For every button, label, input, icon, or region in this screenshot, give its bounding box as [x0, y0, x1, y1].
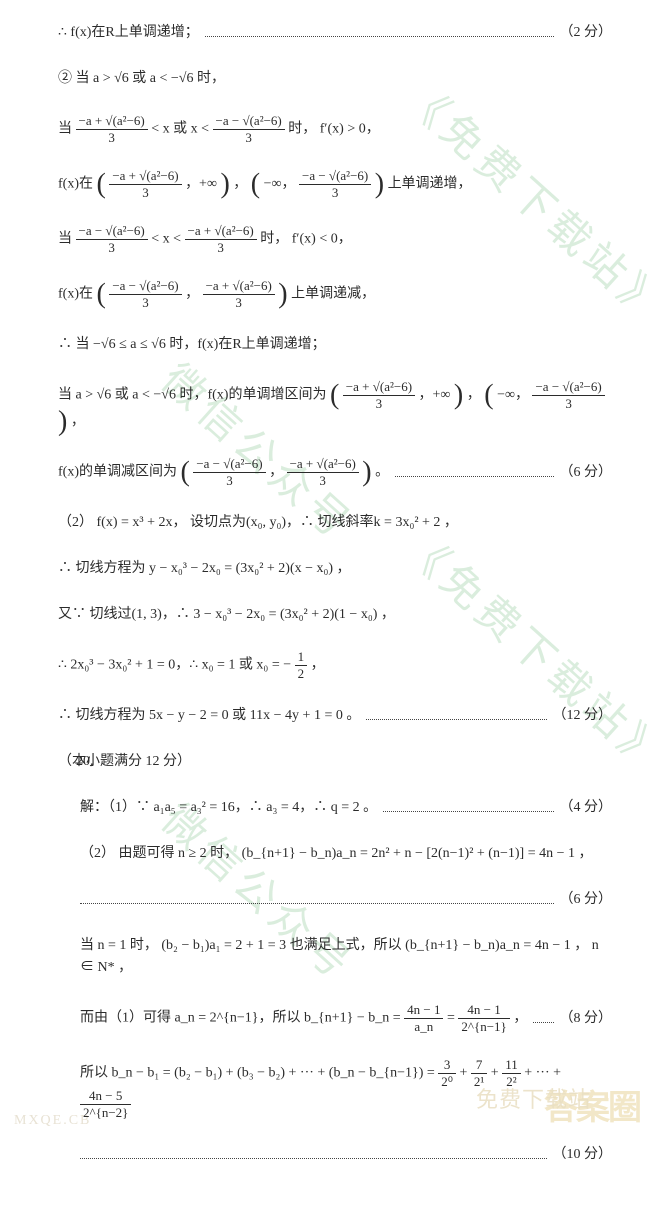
text: f(x)在: [58, 287, 93, 302]
fraction: −a + √(a²−6)3: [343, 380, 415, 411]
dotted-leader: [533, 1015, 553, 1023]
dotted-leader: [395, 469, 553, 477]
inequality-1: 当 −a + √(a²−6)3 < x 或 x < −a − √(a²−6)3 …: [58, 114, 612, 145]
part-2-line2: ∴ 切线方程为 y − x₀³ − 2x₀ = (3x₀² + 2)(x − x…: [58, 558, 612, 580]
dotted-leader: [80, 896, 554, 904]
dotted-leader: [366, 712, 546, 720]
q20-part2-score1: （6 分）: [58, 889, 612, 911]
dotted-leader: [383, 804, 553, 812]
part-2-line1: （2） f(x) = x³ + 2x， 设切点为(x₀, y₀)，∴ 切线斜率k…: [58, 512, 612, 534]
paren-icon: (: [97, 169, 106, 200]
paren-icon: ): [375, 169, 384, 200]
paren-icon: ): [58, 406, 67, 437]
inequality-2: 当 −a − √(a²−6)3 < x < −a + √(a²−6)3 时， f…: [58, 224, 612, 255]
text: f(x)的单调减区间为 ( −a − √(a²−6)3 ， −a + √(a²−…: [58, 457, 389, 488]
text: 时， f′(x) < 0，: [260, 232, 351, 247]
fraction: −a − √(a²−6)3: [109, 279, 181, 310]
text: ，: [311, 658, 325, 673]
q20-part1: 解：（1）∵ a₁a₅ = a₃² = 16，∴ a₃ = 4，∴ q = 2 …: [58, 797, 612, 819]
step-conclusion-1: ∴ f(x)在R上单调递增； （2 分）: [58, 22, 612, 44]
paren-icon: (: [97, 279, 106, 310]
part-2-line3: 又∵ 切线过(1, 3)，∴ 3 − x₀³ − 2x₀ = (3x₀² + 2…: [58, 604, 612, 626]
text: 当 a > √6 或 a < −√6 时，f(x)的单调增区间为: [58, 388, 326, 403]
text: ，: [185, 287, 199, 302]
paren-icon: (: [330, 380, 339, 411]
paren-icon: (: [484, 380, 493, 411]
q20-part2-line3: 而由（1）可得 a_n = 2^{n−1}，所以 b_{n+1} − b_n =…: [58, 1003, 612, 1034]
increase-intervals-summary: 当 a > √6 或 a < −√6 时，f(x)的单调增区间为 ( −a + …: [58, 380, 612, 433]
text: 所以 b_n − b₁ = (b₂ − b₁) + (b₃ − b₂) + ··…: [80, 1066, 438, 1081]
text: ，+∞: [185, 177, 217, 192]
fraction: −a − √(a²−6)3: [213, 114, 285, 145]
fraction: −a − √(a²−6)3: [193, 457, 265, 488]
q20-part2-score2: （10 分）: [58, 1144, 612, 1166]
text: 时， f′(x) > 0，: [288, 122, 379, 137]
fraction: 12: [295, 650, 308, 681]
paren-icon: ): [278, 279, 287, 310]
paren-icon: (: [181, 457, 190, 488]
summary-1: ∴ 当 −√6 ≤ a ≤ √6 时，f(x)在R上单调递增；: [58, 334, 612, 356]
page-body: ∴ f(x)在R上单调递增； （2 分） ② 当 a > √6 或 a < −√…: [0, 0, 652, 1206]
text: < x <: [151, 232, 181, 247]
dotted-leader: [80, 1151, 547, 1159]
fraction: −a + √(a²−6)3: [76, 114, 148, 145]
paren-icon: (: [251, 169, 260, 200]
text: −∞，: [497, 388, 529, 403]
score-mark: （6 分）: [560, 889, 613, 911]
score-mark: （4 分）: [560, 797, 613, 819]
text: ，: [233, 177, 247, 192]
fraction: −a − √(a²−6)3: [76, 224, 148, 255]
text: f(x)在: [58, 177, 93, 192]
text: 而由（1）可得 a_n = 2^{n−1}，所以 b_{n+1} − b_n =…: [80, 1003, 527, 1034]
text: ∴ f(x)在R上单调递增；: [58, 22, 199, 44]
decrease-interval-summary: f(x)的单调减区间为 ( −a − √(a²−6)3 ， −a + √(a²−…: [58, 457, 612, 488]
text: ∴ 切线方程为 5x − y − 2 = 0 或 11x − 4y + 1 = …: [58, 705, 360, 727]
q20-part2-line4: 所以 b_n − b₁ = (b₂ − b₁) + (b₃ − b₂) + ··…: [58, 1058, 612, 1120]
case-2-heading: ② 当 a > √6 或 a < −√6 时，: [58, 68, 612, 90]
text: 上单调递减，: [291, 287, 375, 302]
fraction: −a − √(a²−6)3: [299, 169, 371, 200]
score-mark: （12 分）: [553, 705, 613, 727]
fraction: 32⁰: [438, 1058, 456, 1089]
text: 上单调递增，: [388, 177, 472, 192]
text: 解：（1）∵ a₁a₅ = a₃² = 16，∴ a₃ = 4，∴ q = 2 …: [80, 797, 377, 819]
text: −∞，: [264, 177, 296, 192]
question-20-heading: 20. （本小题满分 12 分）: [58, 751, 612, 773]
fraction: 72¹: [471, 1058, 487, 1089]
part-2-line4: ∴ 2x₀³ − 3x₀² + 1 = 0，∴ x₀ = 1 或 x₀ = − …: [58, 650, 612, 681]
fraction: −a + √(a²−6)3: [203, 279, 275, 310]
text: ∴ 2x₀³ − 3x₀² + 1 = 0，∴ x₀ = 1 或 x₀ = −: [58, 658, 291, 673]
text: 当: [58, 232, 72, 247]
fraction: −a + √(a²−6)3: [287, 457, 359, 488]
fraction: 4n − 52^{n−2}: [80, 1089, 131, 1120]
score-mark: （8 分）: [560, 1008, 613, 1030]
fraction: 112²: [502, 1058, 521, 1089]
fraction: −a − √(a²−6)3: [532, 380, 604, 411]
score-mark: （2 分）: [560, 22, 613, 44]
q20-part2-line1: （2） 由题可得 n ≥ 2 时， (b_{n+1} − b_n)a_n = 2…: [58, 843, 612, 865]
decreasing-interval: f(x)在 ( −a − √(a²−6)3 ， −a + √(a²−6)3 ) …: [58, 279, 612, 310]
score-mark: （6 分）: [560, 462, 613, 484]
paren-icon: ): [220, 169, 229, 200]
fraction: 4n − 1a_n: [404, 1003, 443, 1034]
q20-part2-line2: 当 n = 1 时， (b₂ − b₁)a₁ = 2 + 1 = 3 也满足上式…: [58, 935, 612, 979]
paren-icon: ): [362, 457, 371, 488]
part-2-conclusion: ∴ 切线方程为 5x − y − 2 = 0 或 11x − 4y + 1 = …: [58, 705, 612, 727]
fraction: −a + √(a²−6)3: [109, 169, 181, 200]
fraction: 4n − 12^{n−1}: [458, 1003, 509, 1034]
text: 当: [58, 122, 72, 137]
text: < x 或 x <: [151, 122, 209, 137]
dotted-leader: [205, 29, 554, 37]
paren-icon: ): [454, 380, 463, 411]
increasing-intervals: f(x)在 ( −a + √(a²−6)3 ，+∞ ) ， ( −∞， −a −…: [58, 169, 612, 200]
fraction: −a + √(a²−6)3: [185, 224, 257, 255]
text: ，+∞: [419, 388, 451, 403]
score-mark: （10 分）: [553, 1144, 613, 1166]
text: + ··· +: [524, 1066, 561, 1081]
question-number: 20.: [76, 751, 94, 773]
